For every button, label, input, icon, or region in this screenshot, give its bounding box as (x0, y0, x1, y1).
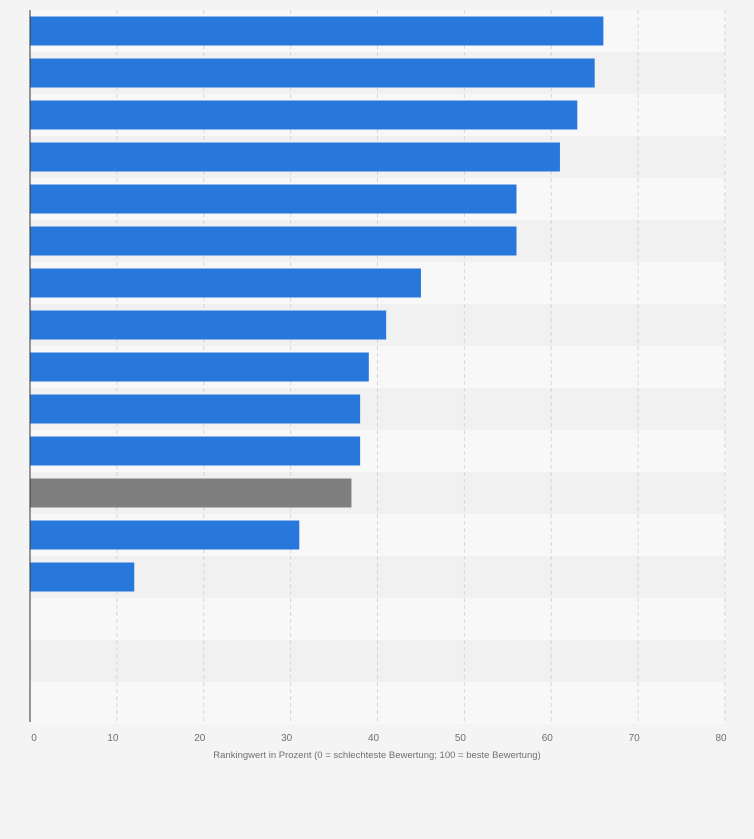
x-tick-label: 20 (194, 733, 206, 744)
bar[interactable] (30, 352, 369, 382)
bar[interactable] (30, 100, 578, 130)
bar[interactable] (30, 142, 560, 172)
bar[interactable] (30, 58, 595, 88)
bar[interactable] (30, 394, 361, 424)
bar[interactable] (30, 268, 421, 298)
x-tick-label: 40 (368, 733, 380, 744)
x-tick-label: 0 (31, 733, 37, 744)
bars (30, 16, 604, 592)
x-axis-title: Rankingwert in Prozent (0 = schlechteste… (213, 750, 540, 761)
x-tick-label: 10 (107, 733, 119, 744)
x-tick-label: 80 (715, 733, 727, 744)
bar[interactable] (30, 310, 387, 340)
x-tick-label: 30 (281, 733, 293, 744)
bar[interactable] (30, 520, 300, 550)
x-tick-label: 60 (542, 733, 554, 744)
bar[interactable] (30, 16, 604, 46)
x-tick-label: 50 (455, 733, 467, 744)
bar[interactable] (30, 436, 361, 466)
bar[interactable] (30, 562, 135, 592)
bar[interactable] (30, 226, 517, 256)
bar[interactable] (30, 478, 352, 508)
x-axis-ticks: 0 10 20 30 40 50 60 70 80 (31, 733, 727, 744)
bar[interactable] (30, 184, 517, 214)
x-tick-label: 70 (629, 733, 641, 744)
